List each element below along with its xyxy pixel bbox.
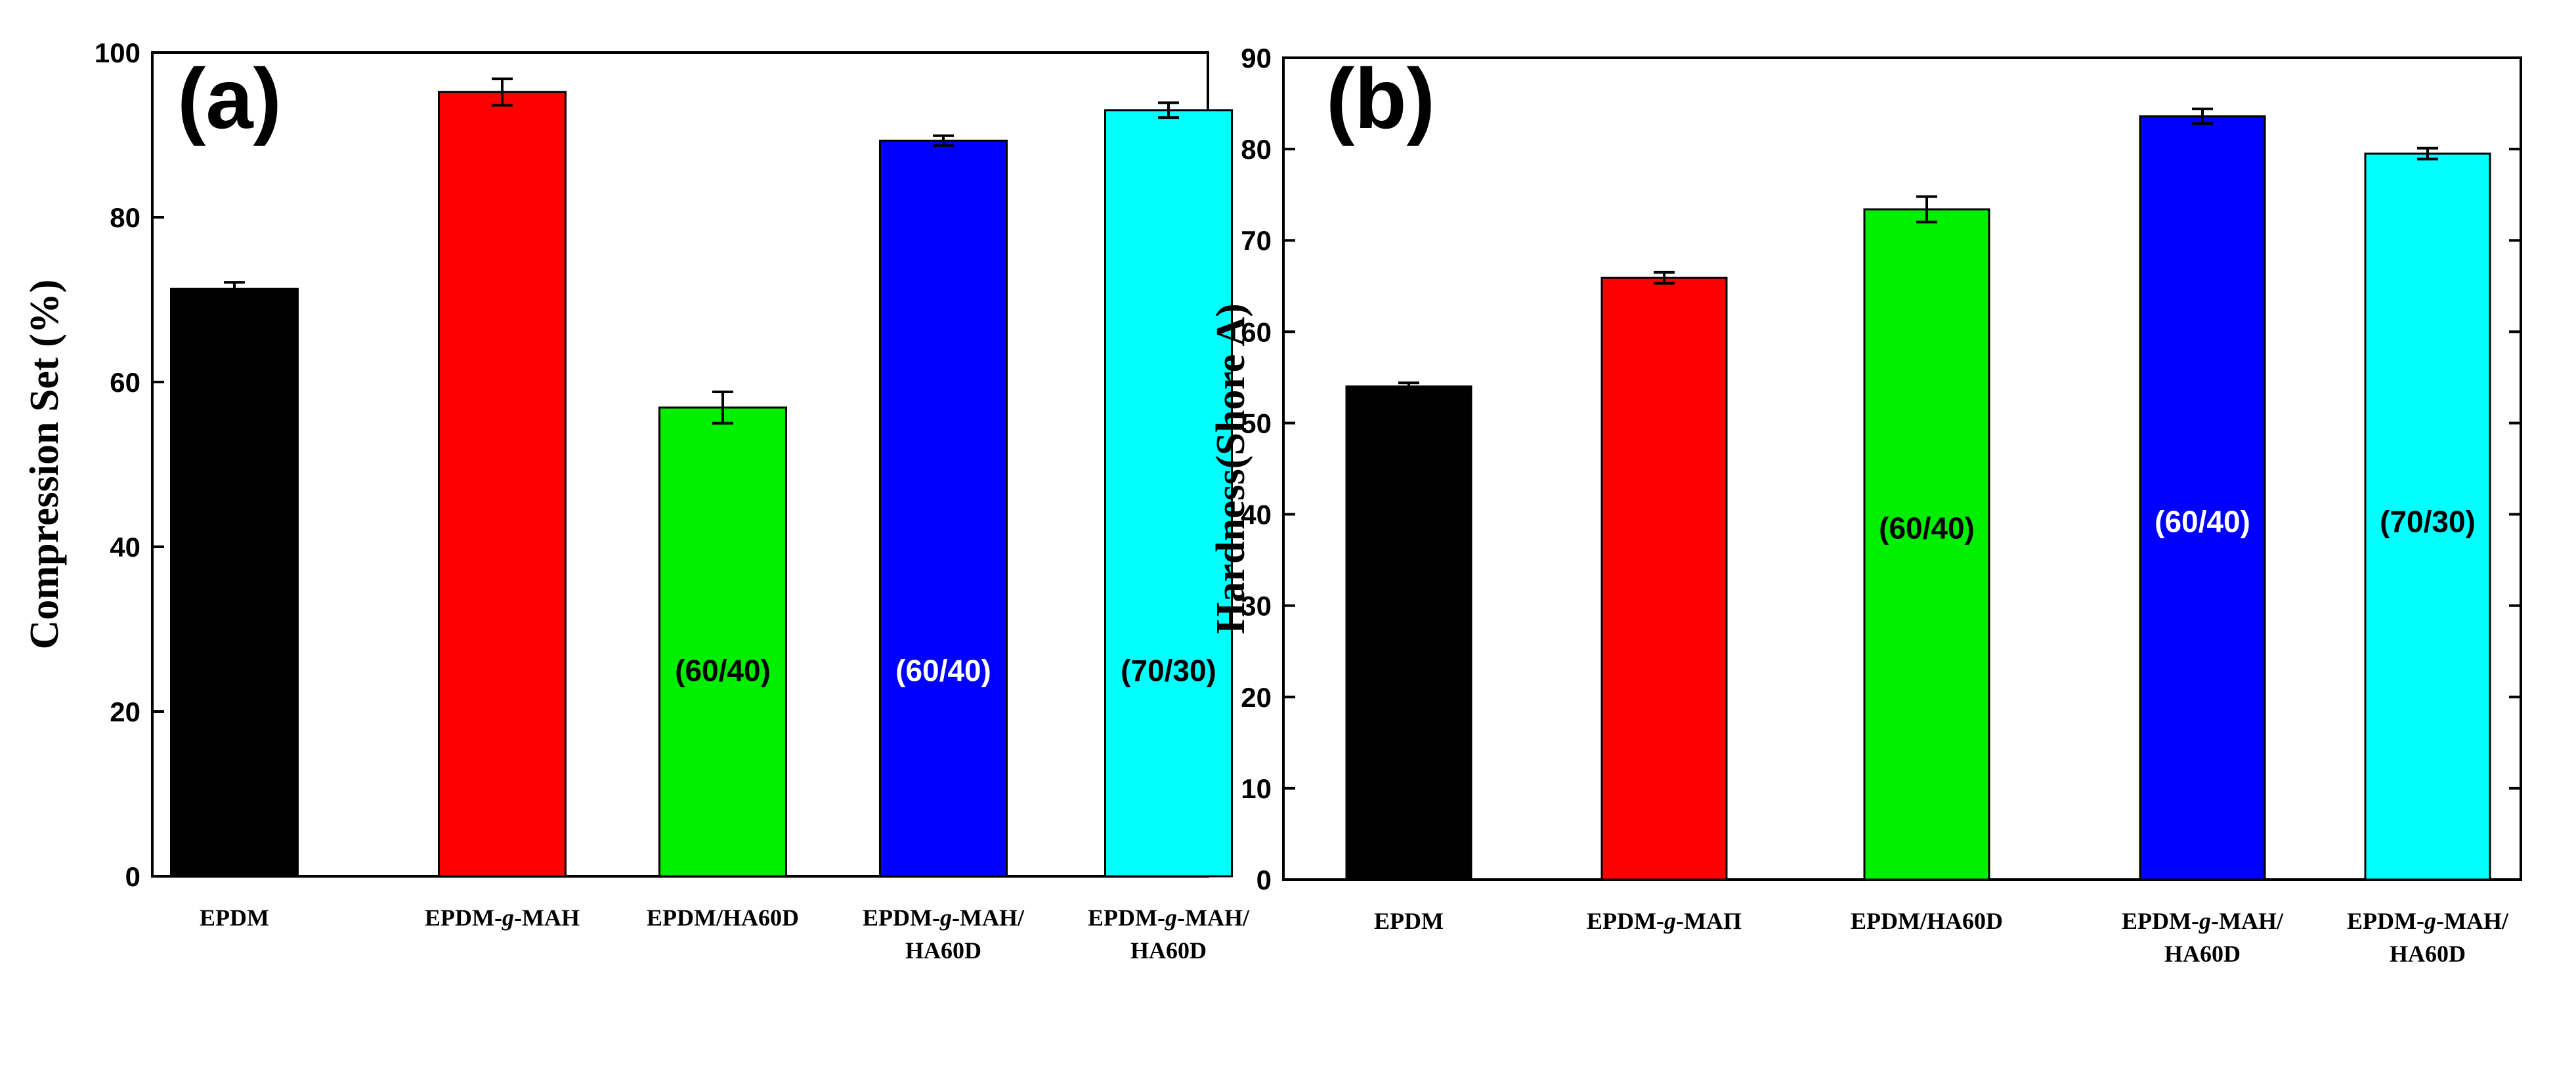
x-tick-label: EPDM-g-MAH/ — [2122, 908, 2284, 934]
bar — [658, 406, 787, 878]
y-tick-label: 40 — [1241, 500, 1272, 530]
x-tick-label: EPDM-g-MAH — [425, 905, 580, 931]
x-tick-label: EPDM-g-MAΠ — [1587, 908, 1742, 934]
y-tick-label: 60 — [110, 367, 140, 398]
y-tick-label: 10 — [1241, 773, 1272, 804]
bar-label: (60/40) — [2155, 505, 2250, 539]
bar-label: (70/30) — [2380, 505, 2476, 539]
y-tick-label: 90 — [1241, 43, 1272, 74]
y-tick-label: 80 — [1241, 134, 1272, 165]
y-tick-label: 80 — [110, 202, 140, 233]
y-tick-label: 100 — [95, 37, 140, 68]
bar-label: (60/40) — [1879, 511, 1975, 545]
chart-panel-b: 0 10 20 30 40 50 60 70 80 90 Hardness(Shore A) (b) E… — [1209, 43, 2522, 967]
y-tick-label: 0 — [125, 861, 140, 892]
x-tick-label: EPDM-g-MAH/ — [2347, 908, 2509, 934]
x-tick-label: EPDM — [1374, 908, 1444, 934]
y-tick-label: 50 — [1241, 408, 1272, 438]
y-axis-title: Compression Set (%) — [22, 280, 67, 650]
bar — [438, 91, 567, 878]
x-tick-label: HA60D — [2164, 941, 2241, 967]
x-tick-label: EPDM-g-MAH/ — [863, 905, 1025, 931]
x-tick-label: EPDM — [200, 905, 269, 931]
bar — [1104, 109, 1233, 878]
panel-letter: (a) — [177, 51, 282, 146]
y-tick-label: 70 — [1241, 225, 1272, 256]
y-tick-label: 20 — [110, 696, 140, 727]
y-tick-label: 30 — [1241, 591, 1272, 622]
chart-panel-a: 0 20 40 60 80 100 Compression Set (%) (a) EPDM EP… — [22, 37, 1250, 964]
bar — [2139, 115, 2266, 881]
y-tick-label: 40 — [110, 532, 140, 563]
x-tick-label: HA60D — [905, 937, 981, 964]
y-tick-label: 60 — [1241, 316, 1272, 347]
x-tick-label: EPDM-g-MAH/ — [1088, 905, 1250, 931]
x-tick-label: EPDM/HA60D — [647, 905, 799, 931]
x-tick-label: HA60D — [2390, 941, 2466, 967]
y-tick-label: 20 — [1241, 682, 1272, 713]
x-tick-label: EPDM/HA60D — [1851, 908, 2003, 934]
bar-label: (60/40) — [895, 653, 991, 687]
panel-letter: (b) — [1326, 51, 1435, 146]
bar — [1345, 385, 1472, 881]
bar — [1863, 208, 1990, 881]
x-tick-label: HA60D — [1130, 937, 1207, 964]
bar — [2364, 152, 2491, 881]
bar — [170, 288, 299, 878]
bar — [1600, 276, 1728, 881]
bar — [879, 139, 1008, 878]
bar-label: (60/40) — [675, 653, 771, 687]
y-axis-title: Hardness(Shore A) — [1209, 303, 1253, 634]
bar-label: (70/30) — [1121, 653, 1216, 687]
y-tick-label: 0 — [1256, 864, 1272, 895]
